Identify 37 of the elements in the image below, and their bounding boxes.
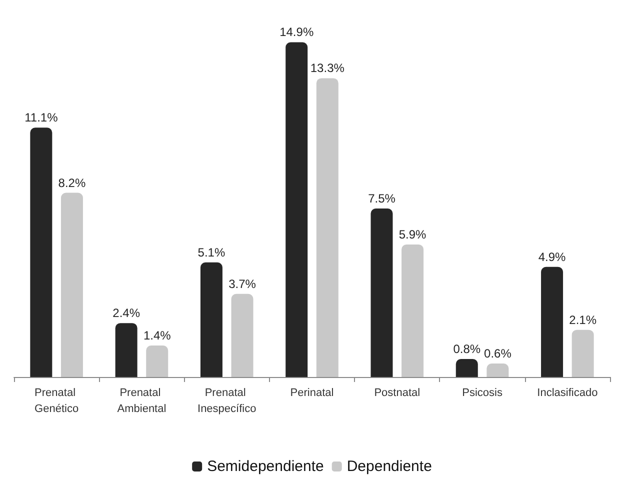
legend-label: Semidependiente — [207, 458, 324, 475]
bar — [316, 78, 338, 377]
bar — [30, 128, 52, 377]
bar — [456, 359, 478, 377]
data-label: 4.9% — [538, 250, 566, 264]
x-tick-label: Psicosis — [462, 387, 503, 399]
bar — [200, 262, 222, 377]
x-tick-label: Postnatal — [374, 387, 420, 399]
bar — [486, 364, 509, 377]
data-label: 14.9% — [280, 25, 314, 40]
bar — [370, 208, 393, 377]
data-label: 7.5% — [368, 192, 396, 206]
data-label: 13.3% — [310, 61, 345, 76]
legend-label: Dependiente — [346, 458, 432, 475]
x-tick-label: Prenatal Ambiental — [117, 387, 166, 415]
data-label: 0.6% — [484, 346, 512, 361]
data-label: 5.9% — [398, 227, 427, 242]
data-label: 3.7% — [228, 276, 256, 291]
bar — [231, 294, 254, 377]
data-label: 5.1% — [198, 245, 226, 260]
x-tick-label: Perinatal — [290, 387, 334, 399]
data-label: 1.4% — [143, 328, 172, 343]
bar — [286, 42, 308, 377]
bar — [146, 346, 168, 377]
bar — [115, 323, 138, 377]
data-label: 2.1% — [569, 312, 597, 327]
data-label: 0.8% — [453, 342, 481, 356]
bar — [402, 244, 424, 377]
x-tick-label: Inclasificado — [537, 387, 598, 399]
x-tick-label: Prenatal Genético — [34, 387, 79, 415]
x-tick-label: Prenatal Inespecífico — [198, 387, 256, 415]
bar — [60, 192, 83, 377]
data-label: 2.4% — [112, 306, 140, 320]
bar — [541, 266, 564, 377]
data-label: 8.2% — [58, 176, 86, 190]
bar — [572, 330, 594, 377]
data-label: 11.1% — [24, 110, 58, 125]
